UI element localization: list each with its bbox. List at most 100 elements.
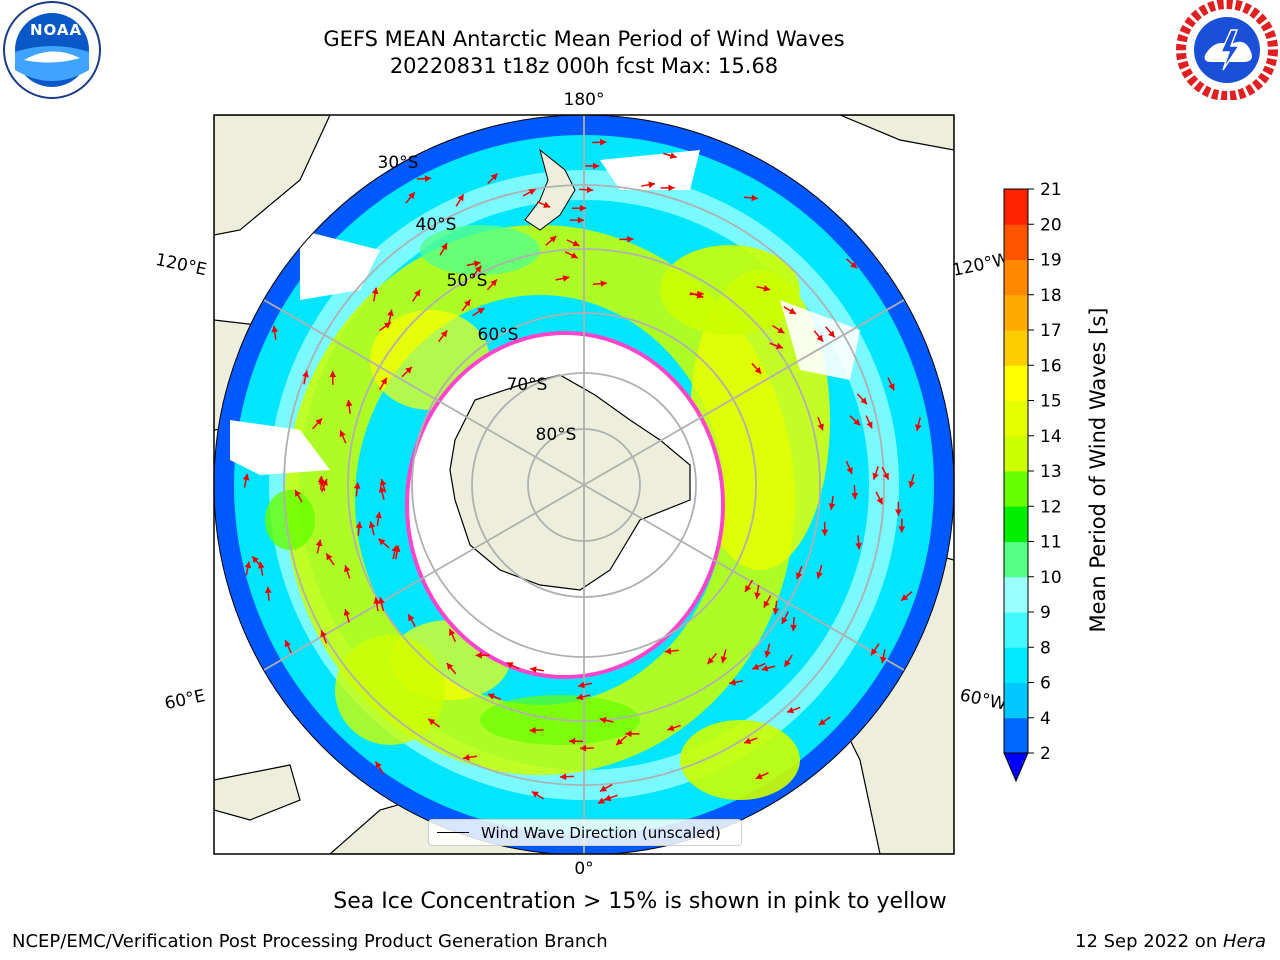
wind-wave-arrow (568, 737, 583, 745)
wind-wave-arrow (783, 654, 793, 668)
wind-wave-arrow (506, 661, 520, 670)
footer-credit: NCEP/EMC/Verification Post Processing Pr… (12, 931, 608, 952)
wind-wave-arrow (821, 521, 829, 536)
wind-wave-arrow (576, 693, 591, 701)
nws-logo (1176, 0, 1278, 100)
wind-wave-arrow (315, 539, 323, 554)
colorbar-tick-label: 14 (1040, 427, 1062, 447)
lat-label-60s: 60°S (478, 325, 519, 345)
colorbar-tick-label: 2 (1040, 744, 1051, 764)
wind-wave-arrow (559, 773, 574, 781)
wind-wave-arrow (448, 628, 457, 642)
wind-wave-arrow (599, 716, 614, 724)
wind-wave-arrow (875, 491, 884, 505)
wind-wave-arrow (577, 681, 592, 689)
wind-wave-arrow (585, 162, 600, 170)
colorbar-tick-label: 10 (1040, 568, 1062, 588)
lat-label-40s: 40°S (416, 215, 457, 235)
wind-wave-arrow (378, 485, 386, 500)
wind-wave-arrow (257, 561, 265, 576)
wind-wave-arrow (664, 647, 679, 655)
wind-wave-arrow (881, 466, 890, 480)
wind-wave-arrow (244, 561, 252, 576)
colorbar-tick-label: 13 (1040, 462, 1062, 482)
colorbar-tick-label: 11 (1040, 533, 1062, 553)
wind-wave-arrow (706, 652, 718, 665)
wind-wave-arrow (856, 393, 868, 405)
wind-wave-arrow (908, 474, 915, 488)
wind-wave-arrow (472, 265, 483, 278)
wind-wave-arrow (756, 285, 771, 292)
wind-wave-arrow (604, 794, 618, 802)
colorbar-swatch (1004, 435, 1028, 472)
wind-wave-arrow (545, 235, 557, 246)
wind-wave-arrow (769, 342, 784, 350)
wind-wave-arrow (579, 744, 594, 752)
wind-wave-arrow (446, 662, 457, 675)
wind-wave-arrow (317, 476, 325, 491)
wind-wave-arrow (339, 429, 347, 444)
lat-label-30s: 30°S (378, 153, 419, 173)
wind-wave-arrow (378, 377, 388, 391)
lon-label-top: 180° (564, 90, 605, 110)
wind-wave-arrow (379, 321, 392, 332)
legend-label: Wind Wave Direction (unscaled) (481, 823, 721, 842)
wind-wave-arrow (486, 279, 498, 291)
wind-wave-arrow (755, 772, 769, 780)
colorbar-tick-label: 4 (1040, 709, 1051, 729)
wind-wave-arrow (312, 417, 323, 430)
wind-wave-arrow (795, 565, 803, 580)
wind-wave-arrow (555, 275, 570, 282)
map-frame (213, 114, 955, 855)
wind-wave-arrow (251, 555, 262, 568)
colorbar: 2 4 6 8 9 10 11 12 13 14 15 16 17 18 19 20 21 (1003, 180, 1062, 783)
wind-wave-arrow (751, 362, 762, 375)
wind-wave-arrow (900, 591, 913, 602)
wind-wave-arrow (461, 299, 472, 312)
graticule (214, 115, 954, 854)
wind-wave-arrow (466, 260, 481, 268)
wind-wave-arrow (294, 489, 303, 503)
wind-wave-arrow (325, 552, 335, 566)
colorbar-tick-label: 17 (1040, 321, 1062, 341)
wind-wave-arrow (373, 597, 380, 612)
wind-wave-arrow (599, 783, 613, 792)
colorbar-tick-label: 21 (1040, 180, 1062, 200)
wind-wave-arrow (355, 521, 363, 536)
wind-wave-arrow (529, 666, 545, 673)
wind-wave-arrow (320, 630, 328, 644)
wind-wave-arrow (393, 545, 401, 560)
wind-wave-arrow (401, 366, 413, 378)
wind-wave-arrow (405, 191, 416, 204)
wind-wave-arrow (344, 565, 351, 579)
wind-wave-arrow (818, 716, 831, 726)
wind-wave-arrow (329, 370, 337, 385)
footer-date: 12 Sep 2022 on Hera (1075, 931, 1266, 952)
wind-wave-arrow (744, 579, 754, 593)
wind-wave-arrow (772, 600, 780, 615)
colorbar-swatch (1004, 189, 1028, 225)
wind-wave-arrow (761, 664, 776, 672)
wind-wave-arrow (380, 478, 387, 493)
wind-wave-arrow (371, 287, 379, 302)
wind-wave-arrow (531, 790, 545, 800)
wind-wave-arrow (851, 485, 859, 500)
colorbar-swatch (1004, 682, 1028, 719)
wind-wave-arrow (817, 417, 824, 431)
wind-wave-arrow (615, 735, 628, 746)
lon-label-bottom: 0° (574, 859, 593, 879)
colorbar-swatch (1004, 612, 1028, 648)
colorbar-tick-label: 9 (1040, 603, 1051, 623)
wind-wave-arrow (592, 280, 607, 287)
wind-wave-arrow (887, 377, 895, 391)
wind-wave-arrow (855, 535, 862, 550)
lat-label-80s: 80°S (536, 425, 577, 445)
colorbar-swatch (1004, 365, 1028, 401)
wind-wave-arrow (345, 399, 353, 414)
wind-wave-arrow (813, 330, 824, 343)
colorbar-tick-label: 15 (1040, 392, 1062, 412)
colorbar-swatch (1004, 294, 1028, 331)
wind-wave-arrow (387, 309, 394, 324)
wind-wave-arrow (343, 608, 351, 623)
wind-wave-arrow (870, 643, 880, 656)
